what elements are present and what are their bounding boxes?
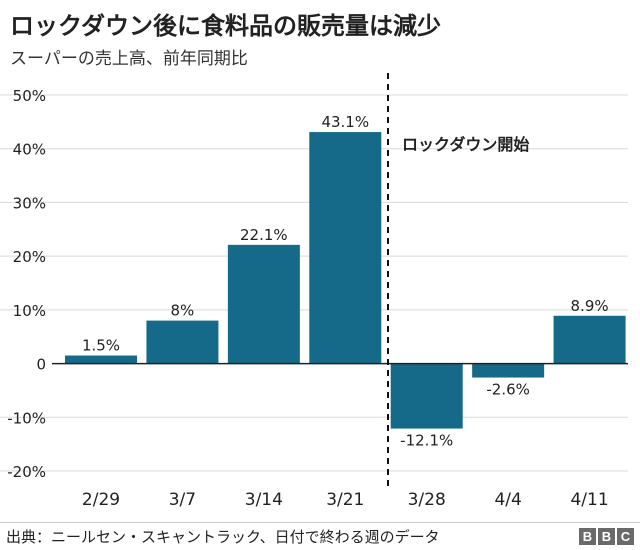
y-tick-label: 10% [13, 302, 46, 320]
bbc-logo-letter: B [579, 528, 596, 545]
data-label: 8% [171, 302, 195, 320]
bar [227, 244, 300, 364]
bbc-logo-letter: B [598, 528, 615, 545]
x-tick-label: 3/14 [245, 490, 283, 510]
footer-divider [0, 522, 640, 523]
source-note: 出典：ニールセン・スキャントラック、日付で終わる週のデータ [6, 528, 440, 546]
y-axis-tick-labels: -20% -10% 0 10% 20% 30% 40% 50% [7, 87, 46, 481]
bar [146, 320, 219, 364]
x-tick-label: 3/21 [326, 490, 364, 510]
bar [472, 363, 545, 378]
data-label: -2.6% [486, 381, 530, 399]
y-tick-label: 0 [36, 356, 46, 374]
chart-subtitle: スーパーの売上高、前年同期比 [10, 49, 248, 69]
x-axis-tick-labels: 2/29 3/7 3/14 3/21 3/28 4/4 4/11 [82, 490, 609, 510]
chart-title: ロックダウン後に食料品の販売量は減少 [10, 12, 442, 40]
bar [390, 363, 463, 429]
x-tick-label: 4/11 [570, 490, 608, 510]
bbc-logo: B B C [579, 528, 634, 545]
data-label: -12.1% [400, 432, 453, 450]
value-labels: 1.5% 8% 22.1% 43.1% -12.1% -2.6% 8.9% [82, 113, 609, 450]
bbc-logo-letter: C [617, 528, 634, 545]
y-tick-label: 20% [13, 248, 46, 266]
bar [309, 132, 382, 364]
data-label: 8.9% [571, 297, 609, 315]
bar [553, 315, 626, 364]
bar [65, 355, 137, 364]
y-tick-label: -10% [7, 409, 46, 427]
y-tick-label: -20% [7, 463, 46, 481]
y-tick-label: 40% [13, 141, 46, 159]
x-tick-label: 4/4 [494, 490, 521, 510]
bar-chart: -20% -10% 0 10% 20% 30% 40% 50% 1.5% 8% 22.1% 43.1… [0, 73, 628, 510]
data-label: 1.5% [82, 337, 120, 355]
lockdown-label: ロックダウン開始 [402, 135, 529, 154]
y-tick-label: 50% [13, 87, 46, 105]
bars [65, 132, 626, 429]
y-tick-label: 30% [13, 194, 46, 212]
x-tick-label: 2/29 [82, 490, 120, 510]
lockdown-annotation: ロックダウン開始 [387, 73, 529, 487]
x-tick-label: 3/28 [408, 490, 446, 510]
data-label: 22.1% [240, 226, 288, 244]
data-label: 43.1% [321, 113, 369, 131]
x-tick-label: 3/7 [169, 490, 196, 510]
